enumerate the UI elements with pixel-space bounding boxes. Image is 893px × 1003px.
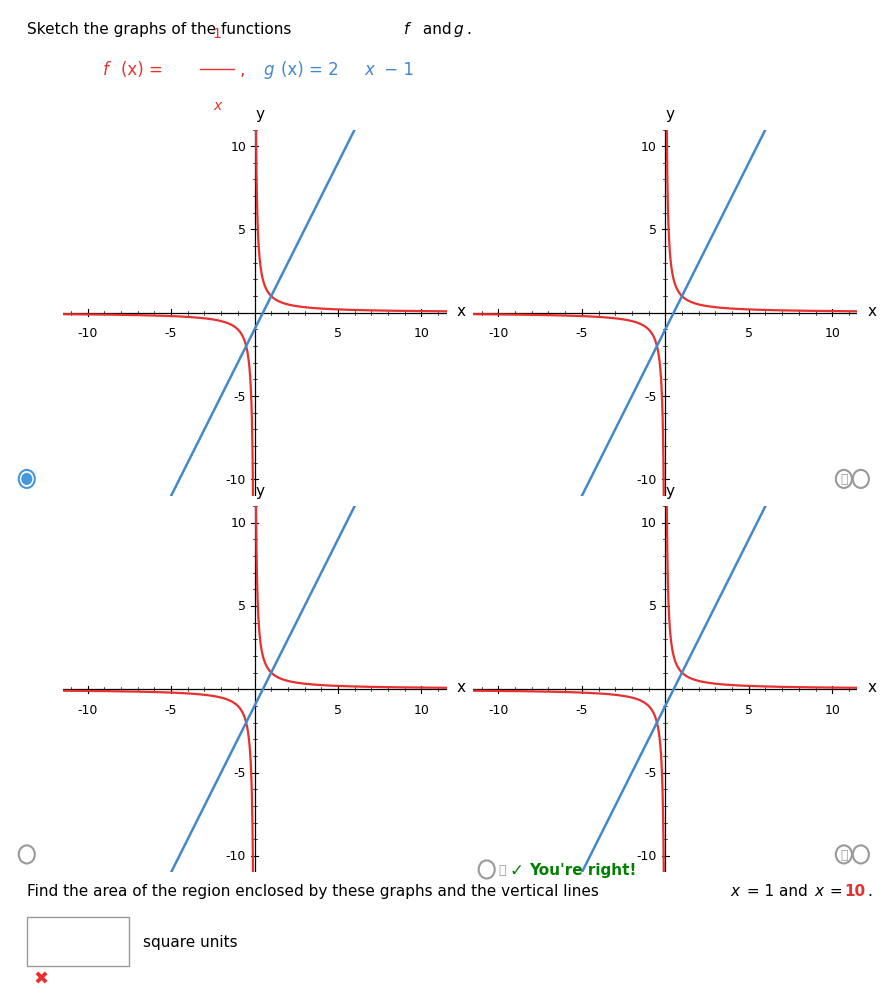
Text: 5: 5 (745, 327, 753, 340)
Text: 10: 10 (824, 703, 840, 716)
Text: 10: 10 (641, 517, 657, 530)
Text: 10: 10 (845, 883, 866, 898)
Text: g: g (263, 61, 274, 79)
Text: − 1: − 1 (379, 61, 413, 79)
Text: f: f (404, 22, 409, 37)
Text: -5: -5 (645, 766, 657, 779)
Text: -10: -10 (488, 703, 508, 716)
Text: You're right!: You're right! (530, 863, 637, 877)
Text: -5: -5 (165, 703, 178, 716)
Text: ⓘ: ⓘ (840, 849, 847, 861)
Text: =: = (825, 883, 847, 898)
Text: 10: 10 (230, 517, 246, 530)
Text: -10: -10 (488, 327, 508, 340)
Text: -10: -10 (226, 850, 246, 863)
Text: 5: 5 (745, 703, 753, 716)
Text: -10: -10 (78, 703, 97, 716)
Text: -5: -5 (645, 390, 657, 403)
Text: 5: 5 (649, 224, 657, 237)
Text: x: x (867, 304, 876, 318)
Text: 10: 10 (824, 327, 840, 340)
Text: 10: 10 (413, 327, 430, 340)
Text: square units: square units (143, 934, 238, 949)
Text: -10: -10 (637, 850, 657, 863)
Text: x: x (867, 680, 876, 694)
Text: 5: 5 (334, 703, 342, 716)
Text: y: y (255, 483, 264, 498)
Text: .: . (466, 22, 471, 37)
Text: ⓘ: ⓘ (840, 473, 847, 485)
Text: ,: , (239, 61, 245, 79)
Text: 10: 10 (230, 140, 246, 153)
Text: (x) = 2: (x) = 2 (281, 61, 339, 79)
Text: 10: 10 (413, 703, 430, 716)
Text: 5: 5 (238, 600, 246, 613)
FancyBboxPatch shape (27, 917, 129, 967)
Text: (x) =: (x) = (121, 61, 168, 79)
Text: -5: -5 (234, 766, 246, 779)
Text: -5: -5 (576, 327, 588, 340)
Text: 5: 5 (334, 327, 342, 340)
Text: -10: -10 (78, 327, 97, 340)
Text: y: y (666, 107, 675, 122)
Text: -5: -5 (234, 390, 246, 403)
Text: = 1 and: = 1 and (742, 883, 813, 898)
Text: .: . (867, 883, 872, 898)
Text: ⓘ: ⓘ (498, 864, 505, 876)
Text: 5: 5 (649, 600, 657, 613)
Text: x: x (456, 304, 465, 318)
Text: g: g (454, 22, 463, 37)
Text: y: y (666, 483, 675, 498)
Text: -5: -5 (165, 327, 178, 340)
Text: -5: -5 (576, 703, 588, 716)
Text: -10: -10 (637, 473, 657, 486)
Text: -10: -10 (226, 473, 246, 486)
Text: 10: 10 (641, 140, 657, 153)
Text: Sketch the graphs of the functions: Sketch the graphs of the functions (27, 22, 296, 37)
Text: y: y (255, 107, 264, 122)
Text: 1: 1 (213, 27, 221, 41)
Text: x: x (456, 680, 465, 694)
Text: x: x (730, 883, 739, 898)
Text: ✓: ✓ (509, 861, 523, 879)
Text: and: and (418, 22, 456, 37)
Text: x: x (814, 883, 823, 898)
Text: x: x (364, 61, 374, 79)
Text: Find the area of the region enclosed by these graphs and the vertical lines: Find the area of the region enclosed by … (27, 883, 604, 898)
Text: 5: 5 (238, 224, 246, 237)
Text: ✖: ✖ (33, 969, 48, 987)
Text: f: f (103, 61, 109, 79)
Text: x: x (213, 99, 221, 113)
